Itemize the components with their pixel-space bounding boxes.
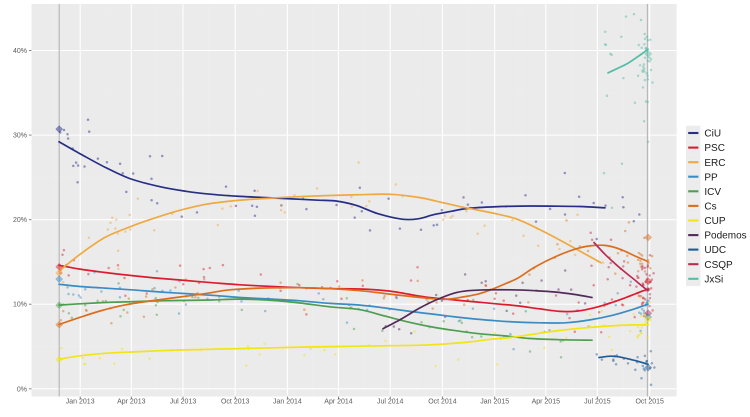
svg-text:10%: 10% (13, 302, 27, 309)
svg-text:PP: PP (704, 172, 718, 183)
svg-text:Oct 2014: Oct 2014 (428, 399, 457, 406)
svg-text:Jul 2015: Jul 2015 (584, 399, 611, 406)
svg-text:PSC: PSC (704, 143, 725, 154)
svg-text:20%: 20% (13, 217, 27, 224)
svg-text:Apr 2013: Apr 2013 (117, 399, 146, 406)
svg-text:Jan 2013: Jan 2013 (66, 399, 95, 406)
svg-text:Podemos: Podemos (704, 231, 746, 242)
svg-text:Apr 2014: Apr 2014 (324, 399, 353, 406)
svg-text:Oct 2013: Oct 2013 (221, 399, 250, 406)
svg-text:ERC: ERC (704, 158, 725, 169)
svg-text:Jul 2013: Jul 2013 (170, 399, 197, 406)
svg-text:Cs: Cs (704, 202, 716, 213)
svg-text:JxSi: JxSi (704, 274, 723, 285)
svg-text:Jul 2014: Jul 2014 (377, 399, 404, 406)
svg-text:0%: 0% (17, 386, 27, 393)
svg-text:ICV: ICV (704, 187, 721, 198)
svg-text:Oct 2015: Oct 2015 (635, 399, 664, 406)
svg-text:30%: 30% (13, 133, 27, 140)
svg-text:CSQP: CSQP (704, 260, 733, 271)
svg-text:40%: 40% (13, 48, 27, 55)
svg-text:CUP: CUP (704, 216, 725, 227)
svg-text:Jan 2014: Jan 2014 (273, 399, 302, 406)
svg-text:Jan 2015: Jan 2015 (480, 399, 509, 406)
svg-text:CiU: CiU (704, 129, 721, 140)
svg-text:Apr 2015: Apr 2015 (532, 399, 561, 406)
svg-text:UDC: UDC (704, 245, 726, 256)
